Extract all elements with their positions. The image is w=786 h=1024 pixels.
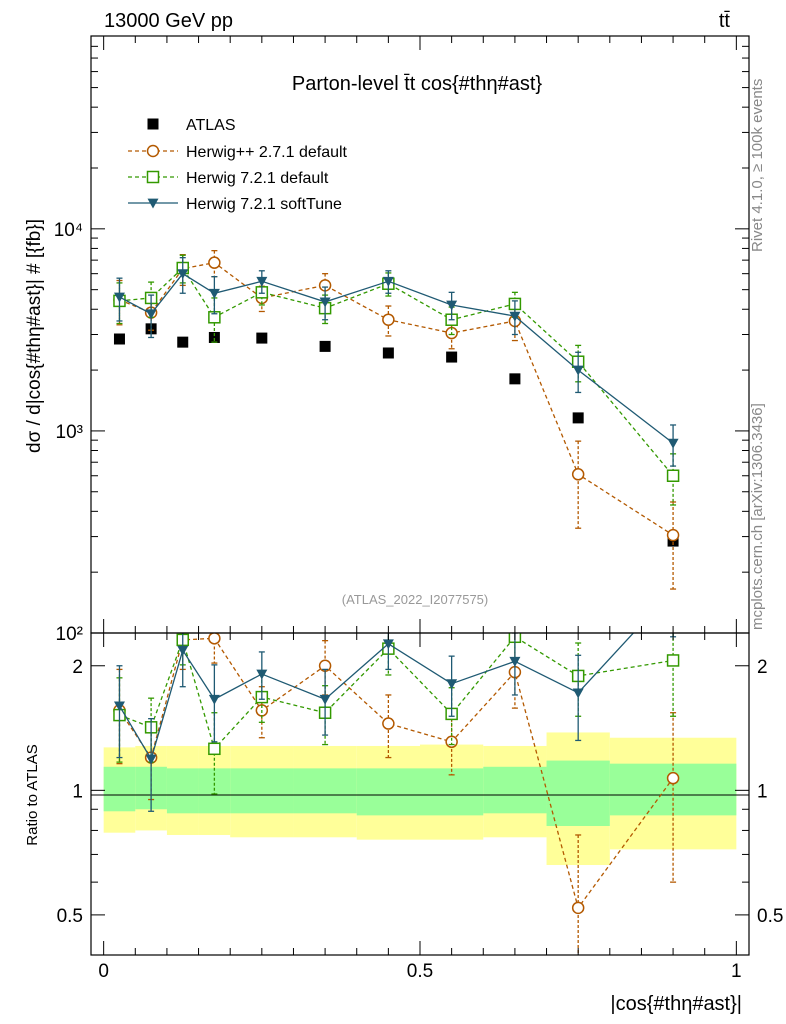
- data-point-softtune: [319, 297, 331, 308]
- data-point-herwigpp: [571, 468, 585, 481]
- legend-label-herwigpp: Herwig++ 2.7.1 default: [186, 144, 348, 161]
- inner-band-bin: [166, 768, 199, 814]
- ratio-point-herwigpp: [666, 771, 680, 785]
- main-series-layer: [113, 249, 680, 590]
- ratio-point-softtune: [208, 694, 220, 705]
- rivet-version-label: Rivet 4.1.0, ≥ 100k events: [749, 79, 766, 252]
- data-point-softtune: [145, 309, 157, 320]
- legend-label-herwig721: Herwig 7.2.1 default: [186, 170, 329, 187]
- data-point-softtune: [509, 311, 521, 322]
- data-point-atlas: [446, 351, 458, 363]
- ratio-panel-frame: [90, 632, 750, 956]
- data-point-softtune: [113, 292, 125, 303]
- inner-band-bin: [198, 768, 231, 814]
- x-tick-label: 0: [98, 961, 109, 982]
- ratio-uncertainty-bands: [103, 732, 737, 866]
- analysis-label: (ATLAS_2022_I2077575): [342, 592, 488, 607]
- main-y-tick-label: 10⁴: [54, 220, 83, 241]
- data-point-atlas: [177, 336, 189, 348]
- series-atlas: [113, 323, 679, 547]
- ratio-y-tick-label-right: 2: [757, 657, 768, 678]
- ratio-y-tick-label-right: 1: [757, 781, 768, 802]
- data-point-herwigpp: [382, 313, 395, 326]
- ratio-point-softtune: [319, 694, 331, 705]
- legend-label-atlas: ATLAS: [186, 117, 236, 134]
- inner-band-bin: [230, 768, 294, 814]
- legend-label-softtune: Herwig 7.2.1 softTune: [186, 196, 342, 213]
- ratio-point-herwigpp: [208, 633, 221, 645]
- x-tick-label: 0.5: [407, 961, 433, 982]
- legend: ATLAS Herwig++ 2.7.1 default Herwig 7.2.1 …: [128, 117, 348, 213]
- ratio-axis-ticks: 0.5 0.5 1 1 2 2 0 0.5 1: [57, 633, 783, 982]
- data-point-softtune: [446, 300, 458, 311]
- inner-band-bin: [420, 768, 484, 816]
- legend-marker-herwigpp: [146, 144, 160, 158]
- inner-band-bin: [103, 766, 136, 812]
- data-point-softtune: [382, 276, 394, 287]
- ratio-y-tick-label: 1: [72, 781, 83, 802]
- legend-marker-atlas: [147, 118, 159, 130]
- data-point-atlas: [256, 332, 268, 344]
- data-point-herwigpp: [666, 528, 680, 542]
- series-herwigpp: [113, 249, 680, 590]
- ratio-point-softtune: [509, 656, 521, 667]
- ratio-point-softtune: [177, 645, 189, 656]
- ratio-point-herwig721: [666, 654, 680, 667]
- inner-band-bin: [483, 766, 547, 814]
- data-point-softtune: [208, 288, 220, 299]
- ratio-y-tick-label-right: 0.5: [757, 906, 783, 927]
- data-point-softtune: [667, 438, 679, 449]
- main-title: Parton-level t̄t cos{#thη#ast}: [292, 73, 542, 95]
- legend-marker-softtune: [147, 198, 159, 209]
- main-y-axis-label: dσ / d|cos{#thη#ast}| # [{fb}]: [24, 219, 45, 453]
- ratio-point-herwigpp: [382, 717, 395, 730]
- legend-marker-herwig721: [146, 170, 160, 184]
- ratio-point-herwig721: [208, 742, 221, 756]
- data-point-herwigpp: [208, 256, 221, 269]
- ratio-point-softtune: [572, 688, 584, 699]
- header-energy-label: 13000 GeV pp: [104, 10, 233, 32]
- data-point-atlas: [113, 333, 125, 345]
- ratio-point-softtune: [113, 701, 125, 712]
- series-line-herwig721: [119, 266, 674, 477]
- ratio-point-softtune: [256, 669, 268, 680]
- ratio-point-herwigpp: [571, 901, 585, 915]
- ratio-point-softtune: [446, 679, 458, 690]
- series-herwig721: [113, 254, 680, 506]
- header-process-label: tt̄: [719, 10, 731, 32]
- main-y-tick-label: 10²: [56, 624, 83, 645]
- main-y-tick-label: 10³: [56, 422, 83, 443]
- ratio-series-layer: [113, 633, 680, 955]
- ratio-point-softtune: [382, 639, 394, 650]
- ratio-y-tick-label: 2: [72, 657, 83, 678]
- data-point-softtune: [256, 276, 268, 287]
- inner-band-bin: [546, 760, 610, 826]
- data-point-atlas: [319, 340, 331, 352]
- ratio-line-herwig721: [119, 635, 674, 751]
- series-softtune: [113, 257, 679, 467]
- ratio-panel: 0.5 0.5 1 1 2 2 0 0.5 1 Ratio to ATLAS |cos{#thη…: [24, 632, 783, 1015]
- ratio-y-tick-label: 0.5: [57, 906, 83, 927]
- ratio-point-softtune: [145, 754, 157, 765]
- x-axis-label: |cos{#thη#ast}|: [610, 993, 742, 1015]
- inner-band-bin: [356, 768, 420, 816]
- data-point-atlas: [572, 412, 584, 424]
- inner-band-bin: [293, 768, 357, 814]
- main-axis-ticks: 10² 10³ 10⁴: [54, 35, 749, 645]
- data-point-atlas: [382, 347, 394, 359]
- ratio-y-axis-label: Ratio to ATLAS: [24, 744, 41, 845]
- data-point-softtune: [177, 269, 189, 280]
- data-point-atlas: [208, 331, 220, 343]
- series-line-herwigpp: [119, 261, 674, 536]
- data-point-softtune: [572, 365, 584, 376]
- ratio-series-softtune: [113, 633, 677, 812]
- x-tick-label: 1: [731, 961, 742, 982]
- data-point-herwig721: [666, 469, 680, 482]
- mcplots-label: mcplots.cern.ch [arXiv:1306.3436]: [749, 403, 766, 630]
- main-panel: Parton-level t̄t cos{#thη#ast} (ATLAS_20…: [24, 35, 750, 645]
- data-point-atlas: [509, 373, 521, 385]
